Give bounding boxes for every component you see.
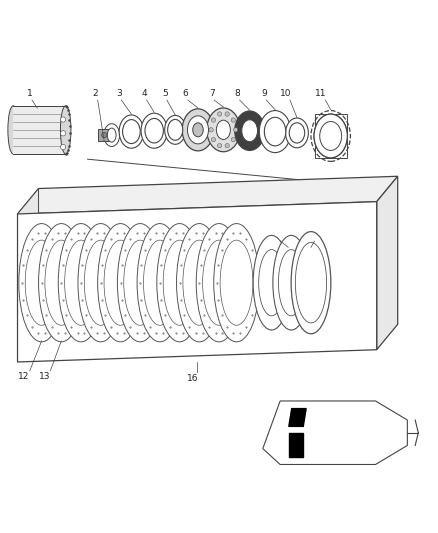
Text: 14: 14: [277, 249, 288, 258]
Polygon shape: [18, 189, 39, 362]
Ellipse shape: [8, 106, 18, 154]
Text: 1: 1: [27, 89, 33, 98]
Ellipse shape: [157, 223, 202, 342]
Ellipse shape: [65, 240, 97, 325]
Text: 3: 3: [116, 89, 122, 98]
Ellipse shape: [320, 122, 342, 150]
Ellipse shape: [286, 118, 308, 148]
Text: 9: 9: [261, 89, 267, 98]
Ellipse shape: [78, 223, 124, 342]
Ellipse shape: [273, 236, 310, 330]
Polygon shape: [289, 433, 303, 457]
Ellipse shape: [60, 106, 71, 154]
Ellipse shape: [291, 232, 331, 334]
Text: 15: 15: [300, 249, 311, 258]
Ellipse shape: [203, 240, 235, 325]
Ellipse shape: [235, 111, 265, 150]
Text: 13: 13: [39, 373, 50, 382]
Polygon shape: [377, 176, 398, 350]
Text: 16: 16: [187, 374, 198, 383]
Ellipse shape: [259, 249, 284, 316]
Ellipse shape: [279, 249, 304, 316]
Ellipse shape: [214, 223, 259, 342]
Ellipse shape: [177, 223, 222, 342]
Ellipse shape: [117, 223, 163, 342]
Text: 12: 12: [18, 373, 30, 382]
Ellipse shape: [137, 223, 183, 342]
Ellipse shape: [163, 240, 196, 325]
Circle shape: [231, 138, 236, 142]
Ellipse shape: [259, 110, 291, 152]
Circle shape: [225, 112, 230, 116]
Polygon shape: [263, 401, 407, 464]
Ellipse shape: [182, 109, 214, 151]
Ellipse shape: [295, 243, 327, 323]
Ellipse shape: [265, 117, 286, 146]
Ellipse shape: [314, 114, 347, 158]
Polygon shape: [18, 176, 398, 214]
Circle shape: [211, 138, 215, 142]
Polygon shape: [18, 201, 377, 362]
Circle shape: [225, 143, 230, 148]
Circle shape: [211, 118, 215, 122]
Ellipse shape: [124, 240, 156, 325]
Ellipse shape: [98, 223, 143, 342]
Text: 10: 10: [280, 89, 291, 98]
Text: 8: 8: [234, 89, 240, 98]
Ellipse shape: [216, 120, 230, 140]
Ellipse shape: [193, 123, 203, 137]
Ellipse shape: [141, 113, 167, 148]
Ellipse shape: [253, 236, 290, 330]
Text: 6: 6: [183, 89, 189, 98]
Polygon shape: [13, 106, 66, 154]
Ellipse shape: [196, 223, 242, 342]
Text: 4: 4: [142, 89, 147, 98]
Circle shape: [233, 128, 238, 132]
Ellipse shape: [25, 240, 58, 325]
FancyBboxPatch shape: [315, 114, 347, 158]
Circle shape: [60, 117, 66, 122]
Text: 2: 2: [93, 89, 98, 98]
Text: 5: 5: [162, 89, 168, 98]
Ellipse shape: [314, 114, 347, 158]
Ellipse shape: [207, 108, 240, 152]
Ellipse shape: [242, 120, 258, 142]
Ellipse shape: [183, 240, 215, 325]
Circle shape: [60, 144, 66, 150]
Circle shape: [231, 118, 236, 122]
Ellipse shape: [145, 118, 163, 143]
Ellipse shape: [104, 240, 137, 325]
Ellipse shape: [187, 116, 208, 144]
Ellipse shape: [45, 240, 78, 325]
Ellipse shape: [123, 119, 140, 143]
Ellipse shape: [107, 128, 116, 142]
FancyBboxPatch shape: [98, 129, 110, 141]
Polygon shape: [289, 409, 306, 426]
Ellipse shape: [39, 223, 84, 342]
Ellipse shape: [220, 240, 253, 325]
Ellipse shape: [119, 115, 144, 148]
Circle shape: [209, 128, 213, 132]
Circle shape: [102, 133, 107, 138]
Text: 11: 11: [315, 89, 327, 98]
Ellipse shape: [104, 124, 120, 147]
Circle shape: [217, 112, 222, 116]
Ellipse shape: [85, 240, 117, 325]
Circle shape: [217, 143, 222, 148]
Ellipse shape: [168, 119, 183, 140]
Ellipse shape: [144, 240, 176, 325]
Text: 7: 7: [209, 89, 215, 98]
Ellipse shape: [58, 223, 104, 342]
Ellipse shape: [289, 123, 305, 143]
Ellipse shape: [19, 223, 64, 342]
Circle shape: [60, 131, 66, 136]
Ellipse shape: [165, 115, 186, 144]
